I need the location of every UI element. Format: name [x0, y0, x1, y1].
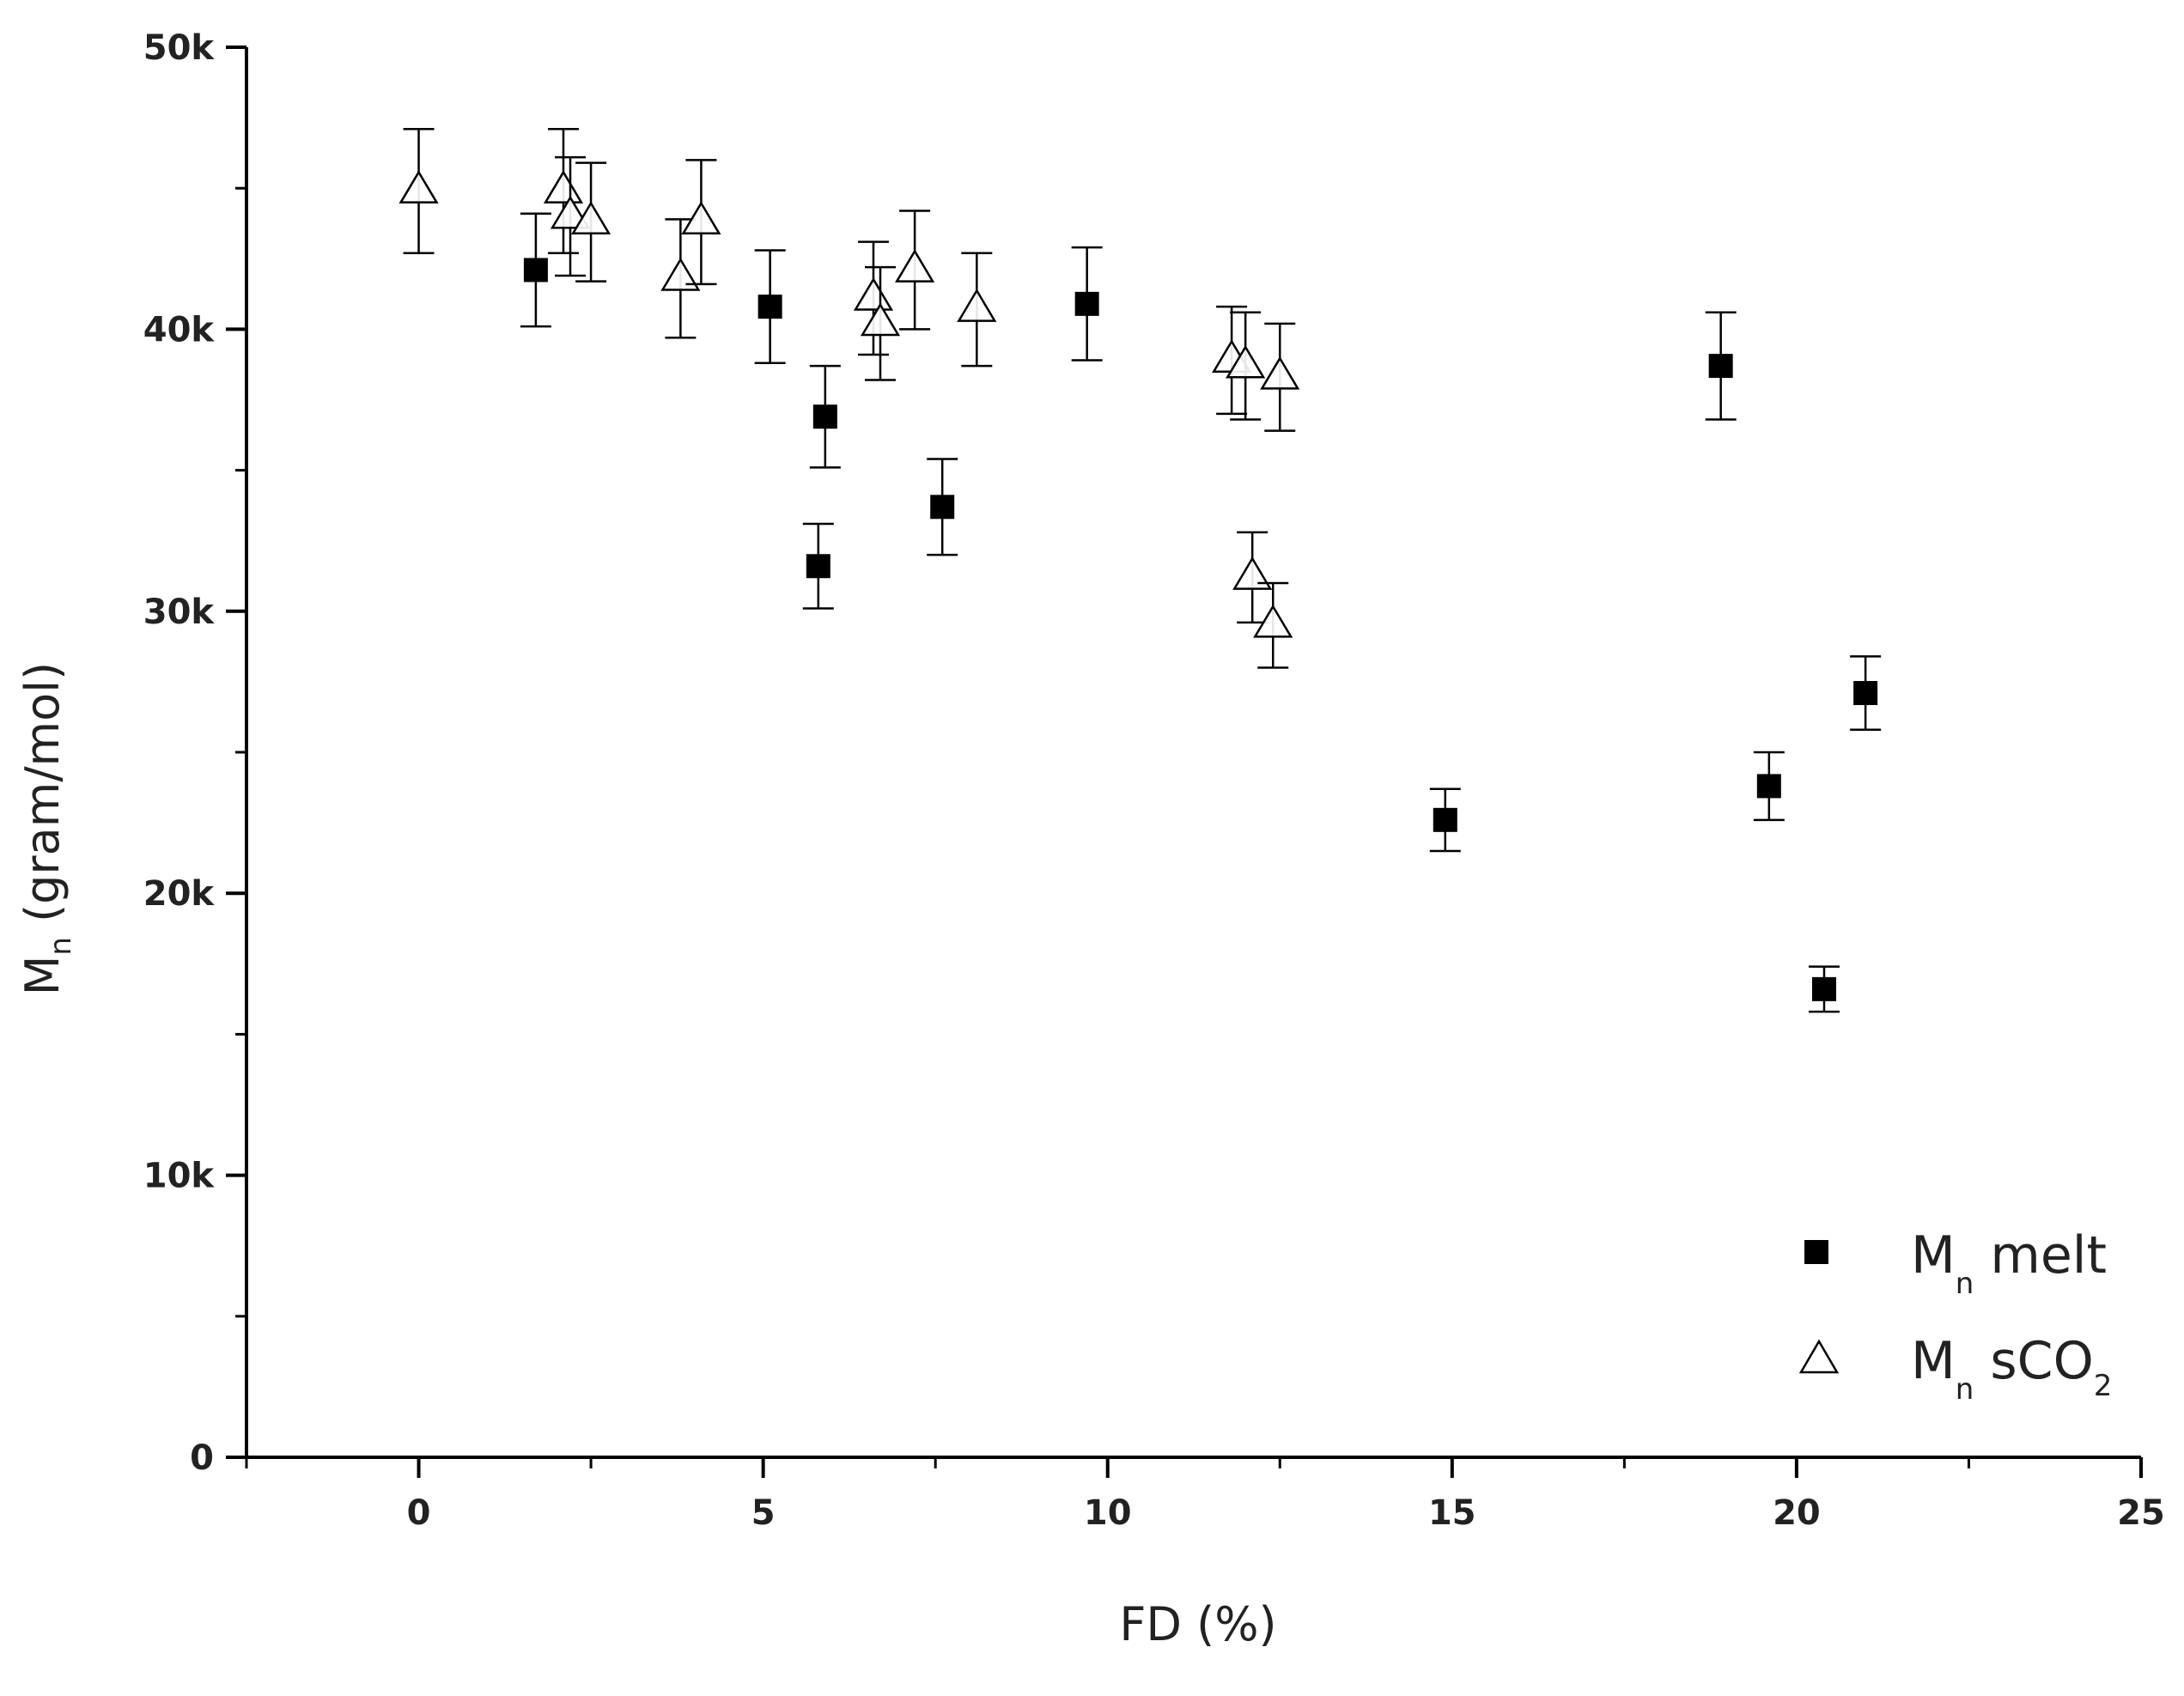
- data-point-sco2: [853, 277, 894, 311]
- y-tick-label: 30k: [143, 593, 216, 632]
- data-point-sco2: [398, 170, 439, 204]
- y-axis-title: Mn (gram/mol): [15, 662, 78, 995]
- legend-melt-label: Mn melt: [1911, 1225, 2107, 1301]
- legend-melt-main: M: [1911, 1225, 1956, 1286]
- x-axis-title: FD (%): [1119, 1597, 1276, 1651]
- y-tick-label: 10k: [143, 1157, 216, 1196]
- data-point-melt: [757, 295, 782, 319]
- legend-melt-rest: melt: [1974, 1225, 2107, 1286]
- legend-sco2-main: M: [1911, 1331, 1956, 1391]
- legend-melt-marker: [1804, 1240, 1828, 1264]
- data-point-sco2: [681, 201, 721, 235]
- axes: 0 5 10 15 20 25 0 10k 20k 30k 40k 50k: [143, 28, 2165, 1533]
- legend-sco2-rest: sCO: [1974, 1331, 2093, 1391]
- x-tick-label: 25: [2117, 1493, 2165, 1533]
- data-point-melt: [1708, 354, 1733, 379]
- data-point-sco2: [570, 201, 611, 235]
- data-point-melt: [523, 258, 548, 283]
- data-point-sco2: [543, 170, 584, 204]
- data-point-melt: [930, 495, 955, 520]
- data-marks: [398, 127, 1882, 1013]
- legend-sco2-sub2: 2: [2094, 1369, 2113, 1403]
- y-axis-title-main: M: [15, 956, 70, 996]
- y-axis-title-rest: (gram/mol): [15, 662, 70, 937]
- data-point-sco2: [660, 257, 701, 291]
- data-point-melt: [812, 404, 837, 429]
- data-point-melt: [1756, 774, 1781, 799]
- data-point-melt: [806, 554, 830, 579]
- data-point-sco2: [1253, 604, 1293, 638]
- x-tick-label: 10: [1084, 1493, 1132, 1533]
- y-tick-label: 50k: [143, 28, 216, 68]
- data-point-sco2: [1260, 356, 1300, 390]
- legend-sco2-sub: n: [1956, 1372, 1974, 1407]
- legend: Mn melt Mn sCO2: [1798, 1225, 2112, 1407]
- data-point-melt: [1074, 291, 1099, 316]
- y-tick-label: 40k: [143, 310, 216, 350]
- legend-sco2-marker: [1798, 1339, 1840, 1374]
- data-point-sco2: [895, 248, 935, 283]
- data-point-sco2: [550, 195, 591, 229]
- x-tick-label: 5: [751, 1493, 776, 1533]
- x-tick-label: 20: [1773, 1493, 1821, 1533]
- data-point-sco2: [1226, 344, 1266, 379]
- data-point-sco2: [957, 288, 997, 322]
- x-tick-label: 0: [407, 1493, 431, 1533]
- data-point-sco2: [1232, 556, 1273, 590]
- data-point-melt: [1811, 976, 1836, 1001]
- data-point-melt: [1853, 681, 1878, 706]
- data-point-melt: [1433, 807, 1457, 832]
- y-tick-label: 0: [190, 1438, 214, 1478]
- x-tick-label: 15: [1428, 1493, 1476, 1533]
- legend-sco2-label: Mn sCO2: [1911, 1331, 2112, 1407]
- y-axis-title-sub: n: [44, 937, 78, 956]
- legend-melt-sub: n: [1956, 1267, 1974, 1301]
- data-point-sco2: [860, 302, 901, 337]
- y-tick-label: 20k: [143, 874, 216, 914]
